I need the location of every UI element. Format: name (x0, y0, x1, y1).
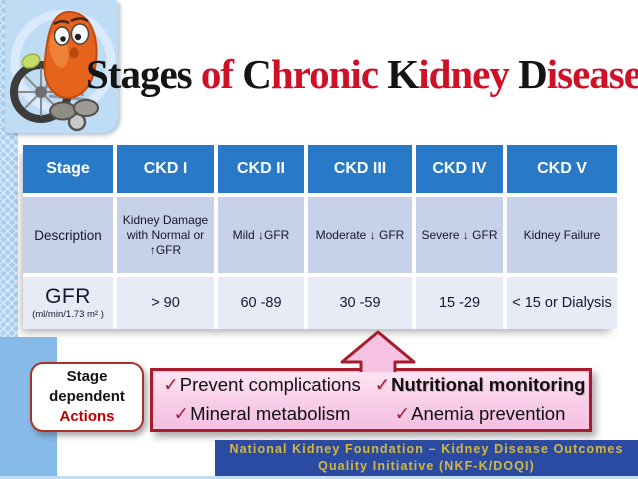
gfr-label-unit: (ml/min/1.73 m² ) (32, 309, 104, 321)
checkmark-icon: ✓ (173, 403, 190, 425)
gfr-label-text: GFR (45, 284, 91, 308)
checkmark-icon: ✓ (374, 374, 391, 396)
table-header-cell-ckd2: CKD II (218, 145, 304, 193)
title-segment: K (387, 51, 419, 97)
table-header-cell-ckd5: CKD V (507, 145, 617, 193)
description-cell-ckd4: Severe ↓ GFR (416, 197, 503, 273)
title-segment: isease (546, 51, 638, 97)
actions-box-line1: Stage (66, 368, 108, 385)
table-header-cell-ckd4: CKD IV (416, 145, 503, 193)
gfr-cell-ckd5: < 15 or Dialysis (507, 277, 617, 329)
description-cell-ckd3: Moderate ↓ GFR (308, 197, 412, 273)
action-item-text: Mineral metabolism (190, 403, 351, 425)
checkmark-icon: ✓ (394, 403, 411, 425)
action-item-anemia-prevention: ✓Anemia prevention (371, 405, 589, 424)
actions-box-line2: dependent (49, 388, 125, 405)
gfr-cell-ckd2: 60 -89 (218, 277, 304, 329)
action-item-nutritional-monitoring: ✓Nutritional monitoring (371, 376, 589, 395)
title-segment: idney (418, 51, 519, 97)
title-segment: of (200, 51, 243, 97)
stage-dependent-actions-box: Stage dependent Actions (30, 362, 144, 432)
gfr-cell-ckd1: > 90 (117, 277, 214, 329)
table-header-cell-ckd1: CKD I (117, 145, 214, 193)
ckd-stages-table: Stage CKD I CKD II CKD III CKD IV CKD V … (23, 145, 617, 329)
gfr-cell-ckd4: 15 -29 (416, 277, 503, 329)
actions-panel: ✓Prevent complications ✓Nutritional moni… (150, 368, 592, 432)
action-item-text: Anemia prevention (411, 403, 566, 425)
actions-box-line3: Actions (59, 408, 115, 425)
footer-banner-line2: Quality Initiative (NKF-K/DOQI) (318, 459, 535, 473)
footer-banner: National Kidney Foundation – Kidney Dise… (215, 440, 638, 476)
bottom-edge-line (0, 476, 638, 479)
title-segment: Stages (86, 51, 201, 97)
title-segment: hronic (270, 51, 388, 97)
description-row-label: Description (23, 197, 113, 273)
gfr-cell-ckd3: 30 -59 (308, 277, 412, 329)
action-item-prevent-complications: ✓Prevent complications (153, 376, 371, 395)
checkmark-icon: ✓ (163, 374, 179, 396)
action-item-mineral-metabolism: ✓Mineral metabolism (153, 405, 371, 424)
mascot-panel (5, 0, 118, 133)
kidney-mascot-in-wheelchair-icon (10, 9, 116, 132)
description-cell-ckd1: Kidney Damage with Normal or ↑GFR (117, 197, 214, 273)
table-header-cell-ckd3: CKD III (308, 145, 412, 193)
block-up-arrow-icon (340, 330, 416, 372)
action-item-text: Nutritional monitoring (391, 374, 586, 396)
title-segment: D (518, 51, 548, 97)
action-item-text: Prevent complications (179, 374, 361, 396)
table-header-cell-stage: Stage (23, 145, 113, 193)
title-segment: C (242, 51, 272, 97)
description-cell-ckd5: Kidney Failure (507, 197, 617, 273)
gfr-row-label: GFR (ml/min/1.73 m² ) (23, 277, 113, 329)
description-cell-ckd2: Mild ↓GFR (218, 197, 304, 273)
page-title: Stages of Chronic Kidney Disease (86, 50, 638, 98)
footer-banner-line1: National Kidney Foundation – Kidney Dise… (229, 442, 624, 456)
